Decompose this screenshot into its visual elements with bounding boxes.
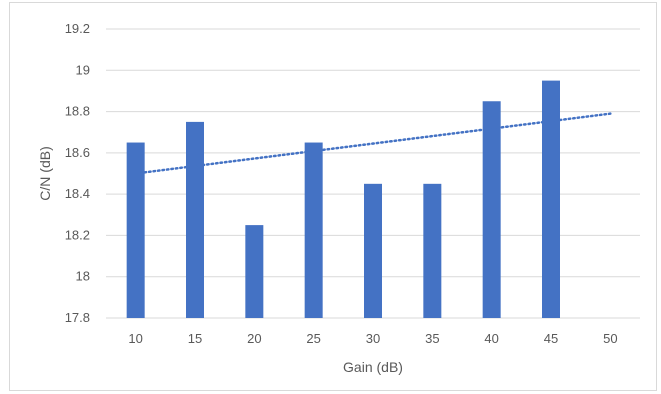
trendline: [134, 112, 612, 175]
y-tick-label: 19.2: [65, 21, 90, 36]
x-tick-label: 10: [128, 331, 142, 346]
y-tick-label: 18: [76, 269, 90, 284]
x-tick-label: 40: [484, 331, 498, 346]
x-tick-label: 45: [544, 331, 558, 346]
y-tick-label: 17.8: [65, 310, 90, 325]
y-tick-label: 18.4: [65, 186, 90, 201]
y-tick-label: 18.6: [65, 145, 90, 160]
x-tick-label: 20: [247, 331, 261, 346]
x-tick-label: 30: [366, 331, 380, 346]
x-axis-title: Gain (dB): [343, 359, 403, 375]
y-tick-label: 18.8: [65, 104, 90, 119]
bar: [186, 121, 204, 319]
y-axis-ticks: 17.8 18 18.2 18.4 18.6 18.8 19 19.2: [65, 21, 90, 325]
x-tick-label: 15: [188, 331, 202, 346]
bar: [482, 101, 501, 318]
bar: [423, 183, 442, 318]
bar: [364, 183, 382, 318]
y-tick-label: 19: [76, 62, 90, 77]
y-axis-title: C/N (dB): [37, 146, 53, 200]
bar-series: [126, 80, 560, 319]
x-tick-label: 50: [603, 331, 617, 346]
x-tick-label: 35: [425, 331, 439, 346]
trendline-path: [134, 112, 612, 175]
bar: [126, 142, 145, 318]
bar: [245, 225, 264, 318]
bar: [304, 142, 323, 318]
x-tick-label: 25: [306, 331, 320, 346]
bar: [542, 80, 560, 318]
x-axis-ticks: 10 15 20 25 30 35 40 45 50: [128, 331, 617, 346]
y-tick-label: 18.2: [65, 227, 90, 242]
